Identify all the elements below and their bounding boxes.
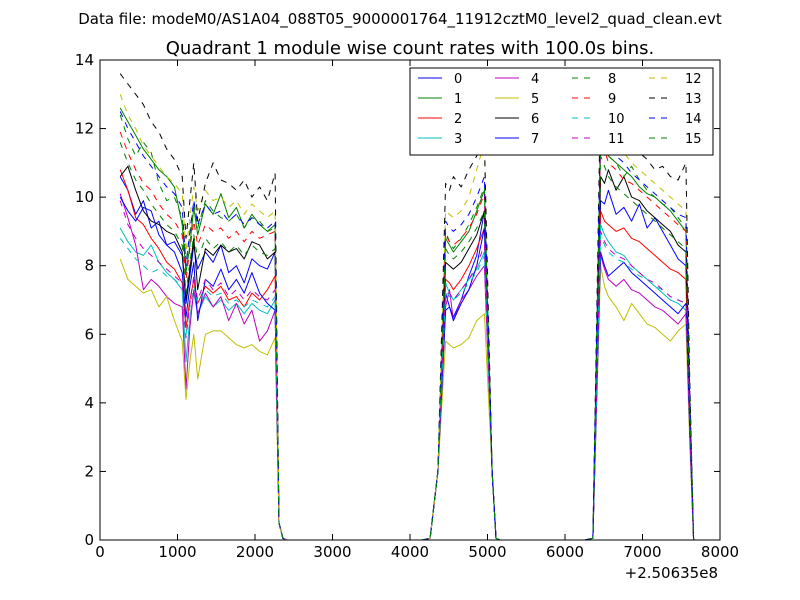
chart-title: Quadrant 1 module wise count rates with … xyxy=(166,38,655,59)
x-tick-label: 0 xyxy=(95,543,105,561)
legend-label-11: 11 xyxy=(608,132,625,147)
legend-label-3: 3 xyxy=(454,132,462,147)
legend-label-15: 15 xyxy=(685,132,702,147)
y-tick-label: 2 xyxy=(84,462,94,480)
y-tick-label: 0 xyxy=(84,531,94,549)
legend-label-8: 8 xyxy=(608,72,616,87)
series-line-9 xyxy=(119,131,695,541)
x-tick-label: 3000 xyxy=(313,543,351,561)
x-axis: 0 1000 2000 3000 4000 5000 6000 7000 8000 xyxy=(95,60,739,561)
x-tick-label: 2000 xyxy=(236,543,274,561)
legend-label-7: 7 xyxy=(531,132,539,147)
x-tick-label: 6000 xyxy=(546,543,584,561)
y-tick-label: 10 xyxy=(75,188,94,206)
legend-label-9: 9 xyxy=(608,92,616,107)
x-offset-label: +2.50635e8 xyxy=(625,564,718,582)
y-tick-label: 12 xyxy=(75,120,94,138)
x-tick-label: 7000 xyxy=(623,543,661,561)
suptitle: Data file: modeM0/AS1A04_088T05_90000017… xyxy=(78,10,722,29)
legend-label-6: 6 xyxy=(531,112,539,127)
legend-label-10: 10 xyxy=(608,112,625,127)
legend-label-13: 13 xyxy=(685,92,702,107)
x-tick-label: 4000 xyxy=(391,543,429,561)
series-line-11 xyxy=(119,200,695,541)
x-tick-label: 8000 xyxy=(701,543,739,561)
legend-label-1: 1 xyxy=(454,92,462,107)
legend-label-14: 14 xyxy=(685,112,702,127)
y-tick-label: 4 xyxy=(84,394,94,412)
legend-label-4: 4 xyxy=(531,72,539,87)
legend-label-2: 2 xyxy=(454,112,462,127)
legend-label-0: 0 xyxy=(454,72,462,87)
legend-label-12: 12 xyxy=(685,72,702,87)
y-tick-label: 8 xyxy=(84,257,94,275)
legend-label-5: 5 xyxy=(531,92,539,107)
x-tick-label: 5000 xyxy=(468,543,506,561)
x-tick-label: 1000 xyxy=(158,543,196,561)
y-tick-label: 14 xyxy=(75,51,94,69)
y-tick-label: 6 xyxy=(84,325,94,343)
legend-frame xyxy=(409,67,714,156)
